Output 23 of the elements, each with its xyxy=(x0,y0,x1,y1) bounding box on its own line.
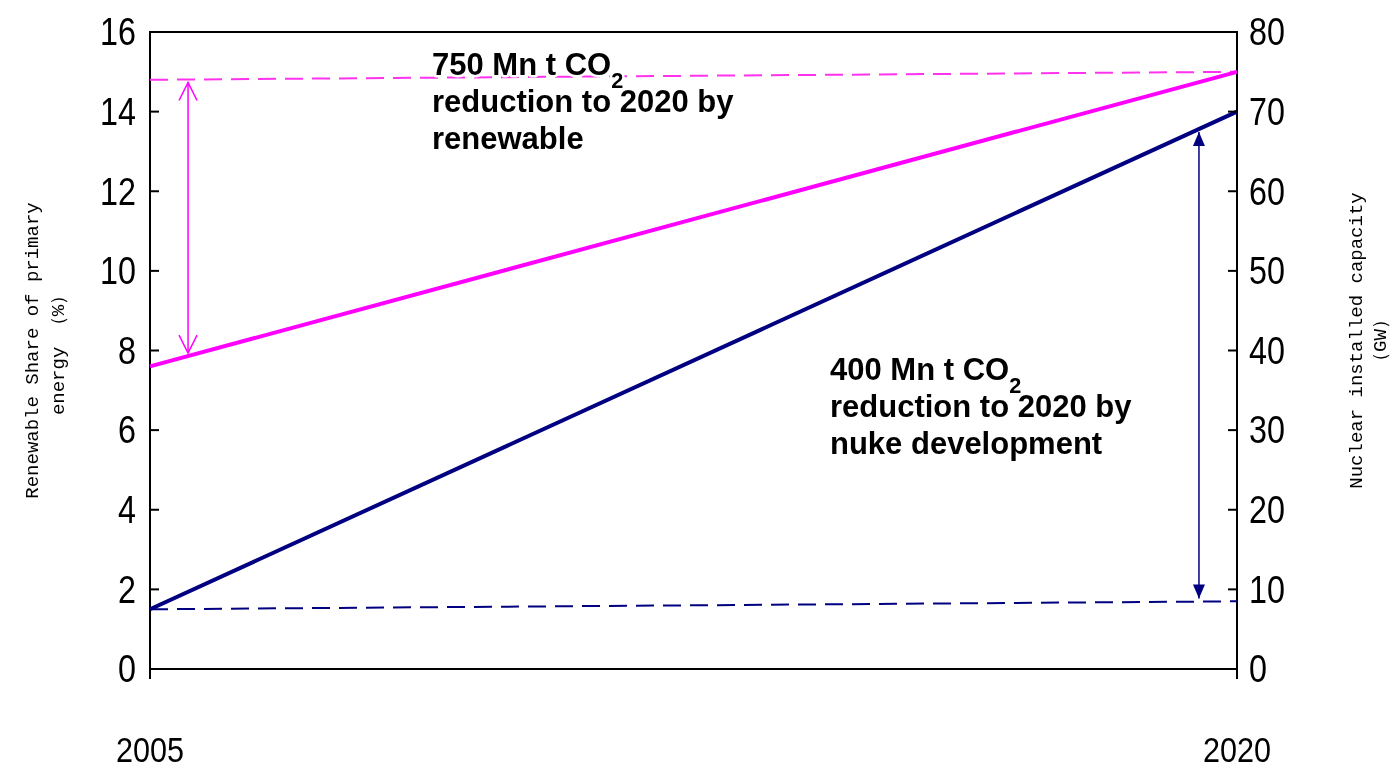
y2-tick-label: 40 xyxy=(1249,329,1285,372)
y-tick-label: 4 xyxy=(118,488,136,531)
x-tick-label: 2005 xyxy=(115,729,185,770)
y2-tick-label: 0 xyxy=(1249,647,1267,690)
y2-tick-label: 20 xyxy=(1249,488,1285,531)
y2-tick-label: 80 xyxy=(1249,10,1285,53)
y-tick-label: 2 xyxy=(118,568,136,611)
x-tick-label: 2020 xyxy=(1202,729,1272,770)
y-tick-label: 16 xyxy=(100,10,136,53)
y-tick-label: 12 xyxy=(100,170,136,213)
annotation: 400 Mn t CO$_{2}$ reduction to 2020 by nuke development xyxy=(830,352,1133,461)
y-tick-label: 6 xyxy=(118,408,136,451)
y-tick-label: 10 xyxy=(100,249,136,292)
y2-tick-label: 30 xyxy=(1249,408,1285,451)
y2-axis-title: Nuclear installed capacity （GW） xyxy=(1346,192,1392,489)
y2-tick-label: 10 xyxy=(1249,568,1285,611)
y-tick-label: 14 xyxy=(100,90,136,133)
y2-tick-label: 60 xyxy=(1249,170,1285,213)
y2-tick-label: 70 xyxy=(1249,90,1285,133)
y-tick-label: 0 xyxy=(118,647,136,690)
y-tick-label: 8 xyxy=(118,329,136,372)
y-axis-title: Renewable Share of primary energy （%） xyxy=(22,202,70,499)
y2-tick-label: 50 xyxy=(1249,249,1285,292)
